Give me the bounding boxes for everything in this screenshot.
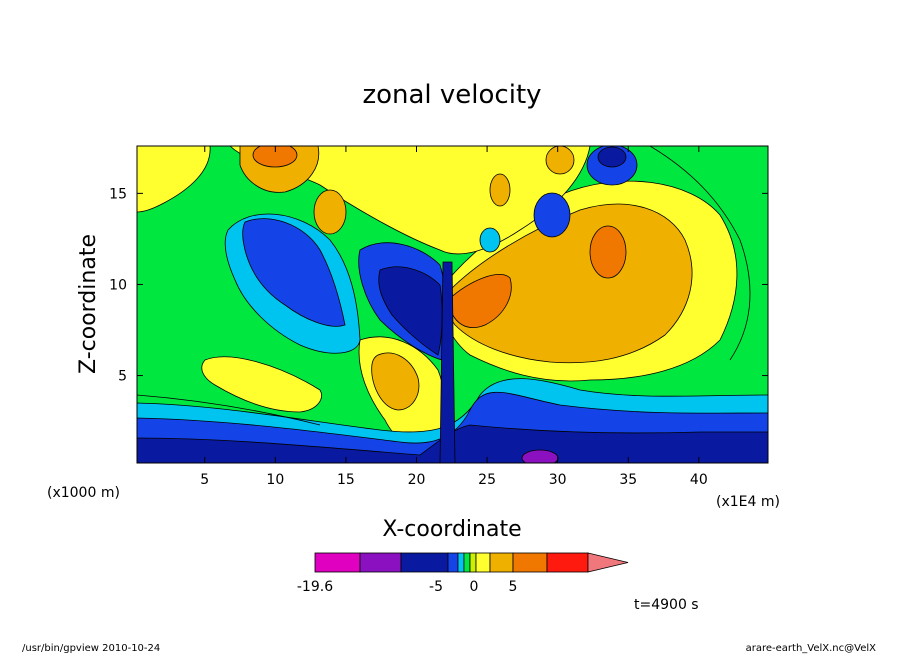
heatmap-field — [137, 146, 768, 463]
field-region-yellow-bottom-left — [201, 356, 322, 413]
field-region-darkorange-right — [447, 274, 512, 328]
colorbar-segment — [463, 552, 471, 573]
field-region-cyan-mid — [479, 227, 501, 253]
field-region-orange-mid2 — [489, 173, 511, 207]
x-tick-label: 15 — [337, 472, 355, 488]
chart-title: zonal velocity — [362, 80, 541, 110]
colorbar-tick-label: 5 — [509, 579, 518, 595]
x-tick-label: 5 — [200, 472, 209, 488]
colorbar-segment — [546, 552, 589, 573]
y-tick-label: 15 — [109, 186, 127, 202]
x-tick-label: 20 — [408, 472, 426, 488]
plot-frame — [136, 145, 769, 464]
x-tick-label: 35 — [619, 472, 637, 488]
colorbar-tick-label: -5 — [429, 579, 443, 595]
colorbar-segment — [457, 552, 465, 573]
colorbar-segment — [512, 552, 548, 573]
field-central-column — [439, 261, 456, 463]
field-region-darkorange-right2 — [589, 225, 627, 279]
colorbar-segment — [359, 552, 402, 573]
colorbar-segment — [469, 552, 477, 573]
x-tick-label: 40 — [690, 472, 708, 488]
time-label: t=4900 s — [634, 597, 699, 613]
x-tick-label: 10 — [266, 472, 284, 488]
x-tick-label: 30 — [549, 472, 567, 488]
footer-right: arare-earth_VelX.nc@VelX — [746, 643, 877, 654]
field-region-blue-mid-right — [533, 192, 571, 238]
colorbar: -19.6 -5 0 5 — [297, 552, 629, 595]
field-region-orange-top-mid — [545, 146, 575, 175]
contour-line-1 — [649, 146, 751, 361]
axes: 5 10 15 20 25 30 35 40 5 10 15 — [109, 146, 768, 488]
colorbar-tick-label: 0 — [470, 579, 479, 595]
colorbar-segment — [400, 552, 449, 573]
field-region-yellow-left — [137, 146, 211, 213]
y-tick-label: 10 — [109, 277, 127, 293]
field-region-orange-center — [371, 352, 420, 411]
y-axis-label: Z-coordinate — [76, 234, 101, 374]
field-region-blue-left — [242, 218, 346, 327]
y-tick-label: 5 — [118, 369, 127, 385]
field-region-darkblue-top-right — [597, 146, 627, 168]
x-tick-label: 25 — [478, 472, 496, 488]
colorbar-segment — [447, 552, 459, 573]
colorbar-segment — [475, 552, 491, 573]
colorbar-end-arrow — [587, 552, 629, 573]
contour-line-2 — [137, 394, 321, 426]
field-region-purple — [521, 449, 559, 463]
y-unit-label: (x1000 m) — [47, 485, 120, 501]
footer-left: /usr/bin/gpview 2010-10-24 — [22, 643, 160, 654]
colorbar-segment — [314, 552, 361, 573]
x-unit-label: (x1E4 m) — [716, 494, 780, 510]
field-region-darkorange-top — [252, 146, 298, 168]
field-region-darkblue-center — [378, 266, 443, 356]
colorbar-segment — [489, 552, 514, 573]
x-axis-label: X-coordinate — [382, 517, 521, 542]
colorbar-tick-label: -19.6 — [297, 579, 333, 595]
field-region-orange-small — [313, 189, 347, 235]
